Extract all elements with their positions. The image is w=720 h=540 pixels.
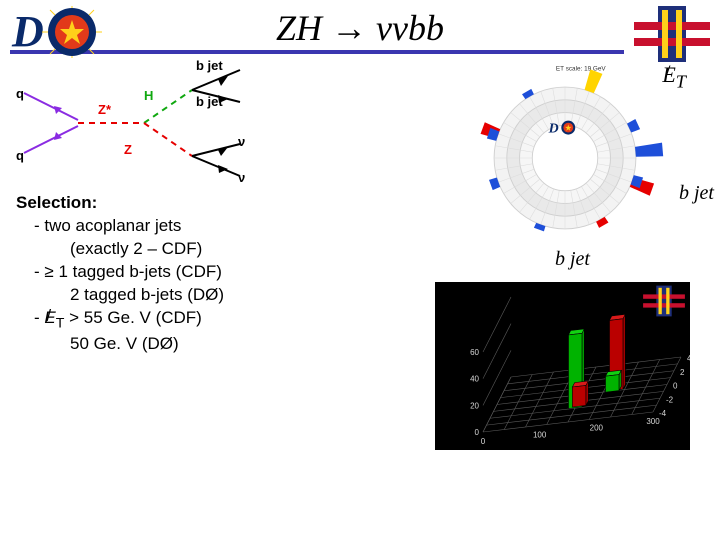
selection-line3-sub: 50 Ge. V (DØ) <box>16 333 316 356</box>
slide-root: ZH → ννbb D <box>0 0 720 540</box>
svg-text:2: 2 <box>680 368 685 377</box>
slide-title: ZH → ννbb <box>276 7 444 49</box>
selection-line3: - E/T > 55 Ge. V (CDF) <box>16 307 316 334</box>
feynman-label-bjet-top: b jet <box>196 58 223 73</box>
svg-text:200: 200 <box>590 424 604 433</box>
selection-line2: - ≥ 1 tagged b-jets (CDF) <box>16 261 316 284</box>
event-bjet-label-2: b jet <box>555 248 590 271</box>
feynman-label-z: Z <box>124 142 132 157</box>
selection-block: Selection: - two acoplanar jets (exactly… <box>16 192 316 356</box>
svg-text:40: 40 <box>470 375 479 384</box>
svg-text:D: D <box>548 122 559 137</box>
feynman-label-nu-top: ν <box>238 134 245 149</box>
svg-text:0: 0 <box>481 437 486 446</box>
svg-text:4: 4 <box>687 354 690 363</box>
selection-line3-pre: - <box>34 308 44 327</box>
selection-line1-sub: (exactly 2 – CDF) <box>16 238 316 261</box>
cdf-logo <box>632 4 712 64</box>
svg-text:0: 0 <box>673 382 678 391</box>
event-et-label: E/T <box>662 62 686 92</box>
svg-text:D: D <box>11 7 44 56</box>
d0-logo: D <box>8 6 138 58</box>
svg-text:100: 100 <box>533 430 547 439</box>
svg-text:60: 60 <box>470 348 479 357</box>
selection-header: Selection: <box>16 192 316 215</box>
svg-text:ET scale: 19 GeV: ET scale: 19 GeV <box>556 66 606 73</box>
selection-line2-sub: 2 tagged b-jets (DØ) <box>16 284 316 307</box>
feynman-label-nu-bot: ν <box>238 170 245 185</box>
svg-text:300: 300 <box>646 417 660 426</box>
svg-text:-4: -4 <box>659 409 667 418</box>
svg-text:0: 0 <box>475 428 480 437</box>
feynman-diagram: q q Z* Z H b jet b jet ν ν <box>16 58 266 188</box>
feynman-label-q-bot: q <box>16 148 24 163</box>
svg-text:-2: -2 <box>666 395 674 404</box>
event-display-circular: D ET scale: 19 GeV <box>460 58 670 258</box>
feynman-label-zstar: Z* <box>98 102 111 117</box>
svg-text:20: 20 <box>470 401 479 410</box>
event-bjet-label-1: b jet <box>679 182 714 205</box>
feynman-label-h: H <box>144 88 153 103</box>
selection-line3-rest: > 55 Ge. V (CDF) <box>64 308 201 327</box>
met-symbol: E/ <box>44 307 55 330</box>
feynman-label-bjet-bot: b jet <box>196 94 223 109</box>
feynman-label-q-top: q <box>16 86 24 101</box>
met-slash: / <box>46 305 51 328</box>
selection-line1: - two acoplanar jets <box>16 215 316 238</box>
cdf-logo-mini <box>642 284 686 318</box>
